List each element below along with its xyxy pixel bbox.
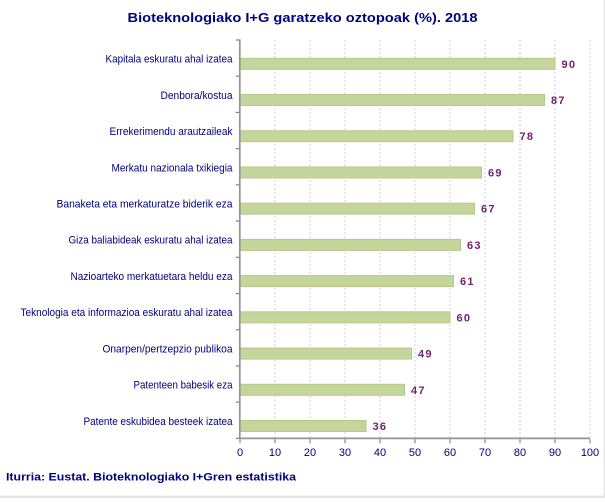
svg-text:40: 40 [374,447,386,459]
svg-text:49: 49 [418,349,433,361]
svg-text:Merkatu nazionala txikiegia: Merkatu nazionala txikiegia [112,162,234,174]
svg-text:Denbora/kostua: Denbora/kostua [161,90,234,102]
svg-text:61: 61 [460,276,475,288]
svg-text:63: 63 [467,240,482,252]
svg-text:69: 69 [488,167,503,179]
svg-text:36: 36 [373,421,388,433]
svg-text:20: 20 [304,447,316,459]
svg-text:Nazioarteko merkatuetara heldu: Nazioarteko merkatuetara heldu eza [71,271,234,283]
svg-text:70: 70 [479,447,491,459]
svg-text:50: 50 [409,447,421,459]
svg-text:47: 47 [411,385,426,397]
svg-text:Patente eskubidea besteek izat: Patente eskubidea besteek izatea [84,416,234,428]
svg-text:30: 30 [339,447,351,459]
svg-text:67: 67 [481,204,496,216]
svg-text:Teknologia eta informazioa esk: Teknologia eta informazioa eskuratu ahal… [21,307,234,319]
svg-text:90: 90 [562,59,577,71]
svg-text:78: 78 [520,131,535,143]
svg-text:Bioteknologiako I+G garatzeko: Bioteknologiako I+G garatzeko oztopoak (… [128,10,478,25]
svg-text:Patenteen babesik eza: Patenteen babesik eza [134,380,234,392]
svg-text:Onarpen/pertzepzio publikoa: Onarpen/pertzepzio publikoa [103,343,234,355]
svg-text:100: 100 [581,447,599,459]
svg-text:0: 0 [237,447,243,459]
svg-text:10: 10 [269,447,281,459]
svg-text:87: 87 [551,95,566,107]
svg-text:Errekerimendu arautzaileak: Errekerimendu arautzaileak [110,126,233,138]
svg-text:60: 60 [444,447,456,459]
svg-text:Iturria: Eustat. Bioteknologia: Iturria: Eustat. Bioteknologiako I+Gren … [6,472,297,484]
svg-text:90: 90 [549,447,561,459]
svg-text:Kapitala eskuratu ahal izatea: Kapitala eskuratu ahal izatea [106,54,234,66]
svg-text:Banaketa eta merkaturatze bide: Banaketa eta merkaturatze biderik eza [57,198,234,210]
svg-text:60: 60 [457,312,472,324]
svg-text:Giza baliabideak eskuratu ahal: Giza baliabideak eskuratu ahal izatea [69,235,234,247]
svg-text:80: 80 [514,447,526,459]
